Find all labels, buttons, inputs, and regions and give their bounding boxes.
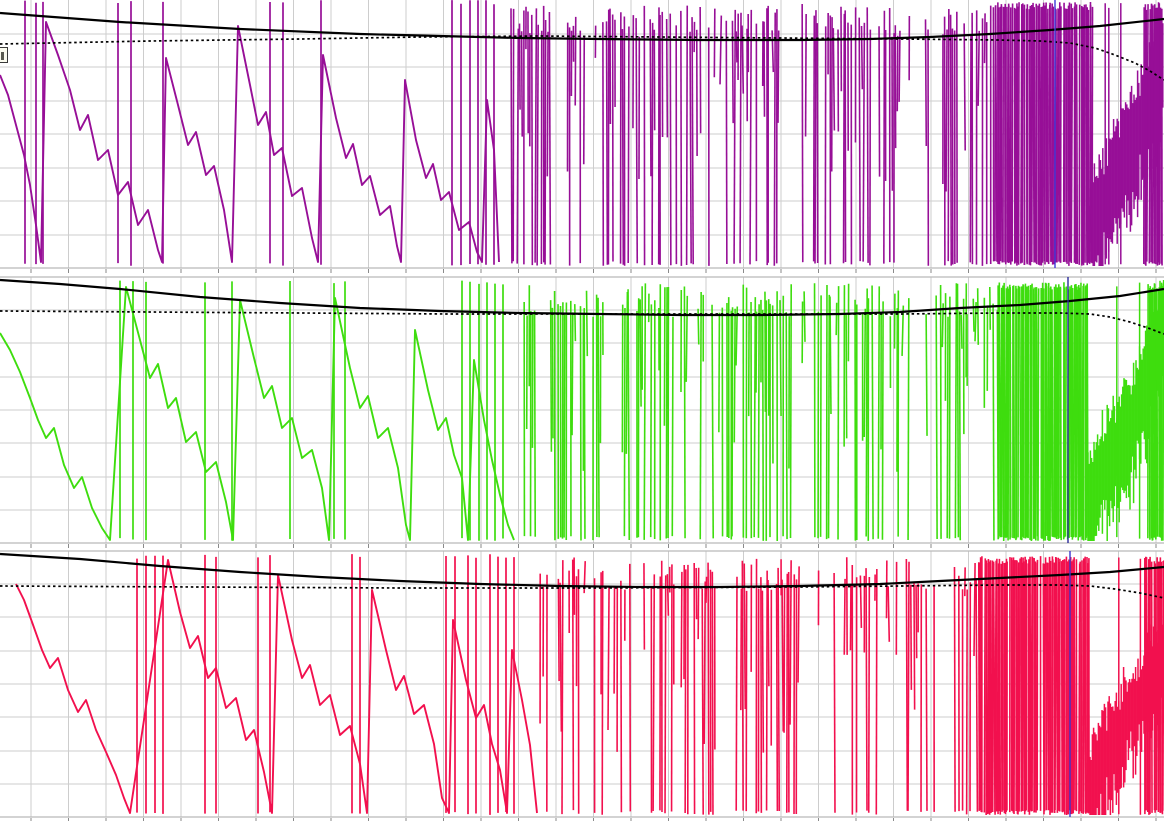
signal-red [15,554,1164,815]
dotted-black-line [0,584,1164,599]
signal-spikes [119,280,504,541]
signal-dense-bands [510,2,1163,266]
solid-black-line [0,552,1164,589]
panel-green [0,276,1164,548]
solid-black-line [0,278,1164,317]
signal-purple [0,0,1164,266]
panel-purple [0,0,1164,273]
panel-red [0,550,1164,821]
solid-black-line [0,11,1164,42]
tick-row [30,269,1157,273]
signal-trace [0,286,515,541]
signal-trace [0,21,500,263]
signal-green [0,280,1164,542]
tick-row [30,544,1157,548]
panel-border [0,276,1164,544]
signal-rise-noise [1089,557,1164,815]
signal-dense-bands [539,556,1164,815]
signal-spikes [136,554,515,815]
grid [0,0,1164,268]
panel-border [0,550,1164,818]
signal-rise-noise [1087,280,1164,541]
legend-box-cutoff[interactable] [0,47,8,63]
signal-spikes [24,0,495,266]
legend-glyph-icon [1,52,4,60]
signal-trace [15,559,538,814]
signal-rise-noise [1091,3,1164,266]
dotted-black-line [0,310,1164,335]
dotted-black-line [0,35,1164,81]
